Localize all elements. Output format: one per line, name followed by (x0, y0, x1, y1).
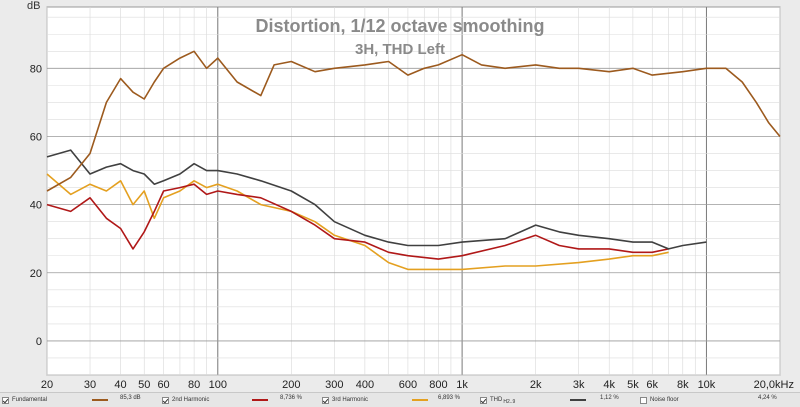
fundamental-value: 85,3 dB (120, 395, 141, 401)
legend-label-noise-floor: Noise floor (650, 397, 679, 403)
chart-title: Distortion, 1/12 octave smoothing (255, 16, 544, 36)
legend-item-noise-floor[interactable]: Noise floor (640, 395, 679, 405)
x-tick-label: 3k (573, 379, 585, 391)
series-line-2nd-harmonic (46, 183, 669, 260)
3rd-harmonic-checkbox[interactable] (322, 396, 329, 404)
x-tick-label: 8k (677, 379, 689, 391)
legend-label-thd-sub: H2..9 (503, 398, 516, 405)
x-tick-label: 2k (530, 379, 542, 391)
thd-value: 1,12 % (600, 395, 619, 401)
legend-label-fundamental: Fundamental (12, 397, 48, 403)
x-tick-label: 50 (138, 379, 150, 391)
fundamental-swatch (92, 399, 108, 401)
noise-floor-value: 4,24 % (758, 395, 777, 401)
y-tick-label: 20 (30, 268, 42, 280)
x-tick-label: 600 (399, 379, 417, 391)
legend-item-3rd-harmonic[interactable]: 3rd Harmonic (322, 395, 368, 405)
legend-item-fundamental[interactable]: Fundamental (2, 395, 47, 405)
series-line-fundamental (46, 50, 781, 192)
x-tick-label: 5k (627, 379, 639, 391)
x-tick-label: 800 (429, 379, 447, 391)
x-tick-label: 300 (325, 379, 343, 391)
x-tick-label: 30 (84, 379, 96, 391)
legend-label-3rd-harmonic: 3rd Harmonic (332, 397, 369, 403)
legend-item-thd[interactable]: THD H2..9 (480, 395, 515, 405)
x-tick-label: 1k (456, 379, 468, 391)
x-tick-label: 10k (698, 379, 716, 391)
legend-bar: Fundamental 85,3 dB 2nd Harmonic 8,736 %… (0, 392, 800, 407)
chart-subtitle: 3H, THD Left (355, 41, 445, 58)
legend-label-thd: THD (490, 397, 503, 403)
legend-label-2nd-harmonic: 2nd Harmonic (172, 397, 210, 403)
x-tick-label: 20 (41, 379, 53, 391)
distortion-chart: 0 20 40 60 80 20 30 40 50 60 80 100 200 300 400 600 800 1… (27, 0, 794, 391)
y-tick-label: 80 (30, 63, 42, 75)
3rd-harmonic-value: 6,893 % (438, 395, 461, 401)
2nd-harmonic-checkbox[interactable] (162, 396, 169, 404)
noise-floor-checkbox[interactable] (640, 396, 647, 404)
x-tick-label: 400 (356, 379, 374, 391)
x-tick-label: 40 (114, 379, 126, 391)
y-tick-label: 60 (30, 131, 42, 143)
axis-labels: 0 20 40 60 80 20 30 40 50 60 80 100 200 300 400 600 800 1… (30, 63, 794, 391)
thd-swatch (570, 399, 586, 401)
legend-item-2nd-harmonic[interactable]: 2nd Harmonic (162, 395, 209, 405)
series-line-3rd-harmonic (46, 173, 669, 271)
fundamental-checkbox[interactable] (2, 396, 9, 404)
x-tick-label: 6k (646, 379, 658, 391)
y-tick-label: 40 (30, 200, 42, 212)
plot-area (46, 6, 781, 376)
x-tick-label: 20,0kHz (754, 379, 794, 391)
y-tick-label: 0 (36, 336, 42, 348)
x-tick-label: 60 (157, 379, 169, 391)
series-line-thd (46, 149, 707, 250)
x-tick-label: 100 (209, 379, 227, 391)
y-axis-label: dB (27, 0, 40, 12)
x-tick-label: 4k (603, 379, 615, 391)
x-tick-label: 200 (282, 379, 300, 391)
2nd-harmonic-swatch (252, 399, 268, 401)
thd-checkbox[interactable] (480, 396, 487, 404)
2nd-harmonic-value: 8,736 % (280, 395, 303, 401)
3rd-harmonic-swatch (412, 399, 428, 401)
series-layer (46, 50, 781, 271)
x-tick-label: 80 (188, 379, 200, 391)
